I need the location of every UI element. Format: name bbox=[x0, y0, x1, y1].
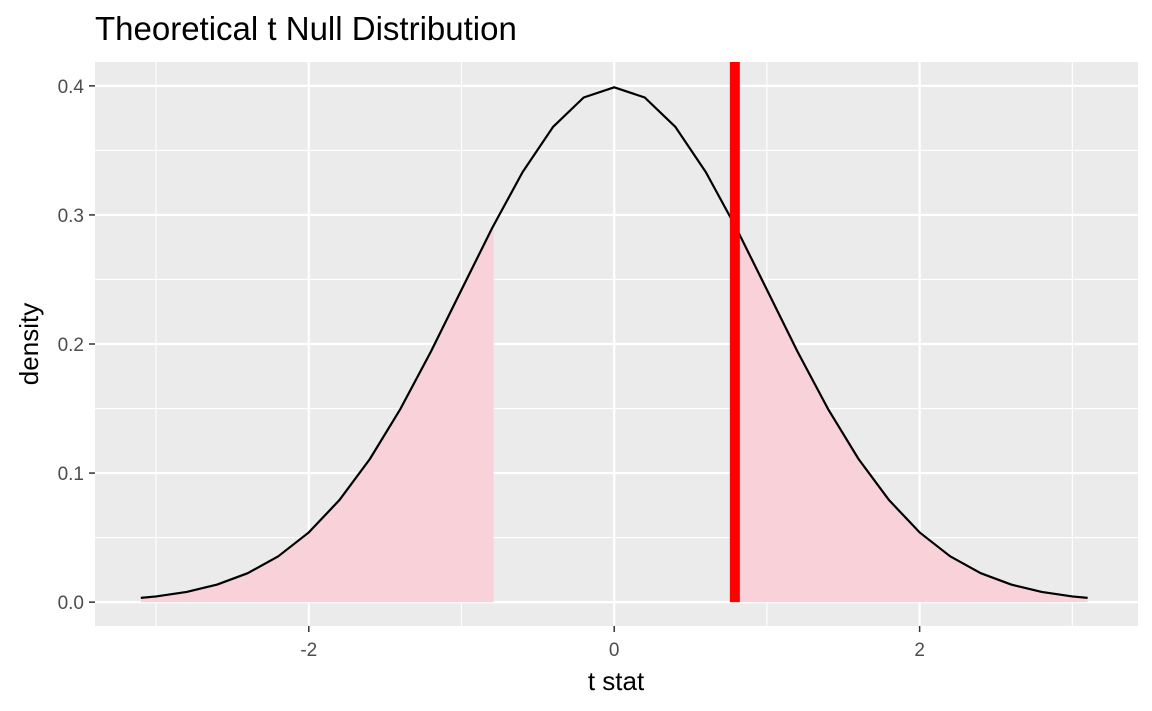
y-tick-label: 0.0 bbox=[58, 593, 84, 614]
x-axis-ticks: -2 0 2 bbox=[300, 626, 925, 661]
y-axis-title: density bbox=[14, 303, 44, 385]
y-tick-label: 0.3 bbox=[58, 206, 84, 227]
chart-title: Theoretical t Null Distribution bbox=[95, 10, 517, 47]
x-tick-label: -2 bbox=[300, 640, 317, 661]
y-tick-label: 0.1 bbox=[58, 464, 84, 485]
y-tick-label: 0.2 bbox=[58, 335, 84, 356]
x-tick-label: 0 bbox=[609, 640, 620, 661]
x-axis-title: t stat bbox=[588, 666, 645, 696]
shaded-tail-regions bbox=[140, 225, 1088, 603]
x-tick-label: 2 bbox=[914, 640, 925, 661]
y-axis-ticks: 0.0 0.1 0.2 0.3 0.4 bbox=[58, 77, 95, 614]
density-curve bbox=[140, 86, 1088, 599]
shaded-tail-region bbox=[140, 225, 494, 603]
density-curve-layer bbox=[140, 86, 1088, 599]
y-tick-label: 0.4 bbox=[58, 77, 85, 98]
shaded-tail-region bbox=[734, 225, 1088, 603]
